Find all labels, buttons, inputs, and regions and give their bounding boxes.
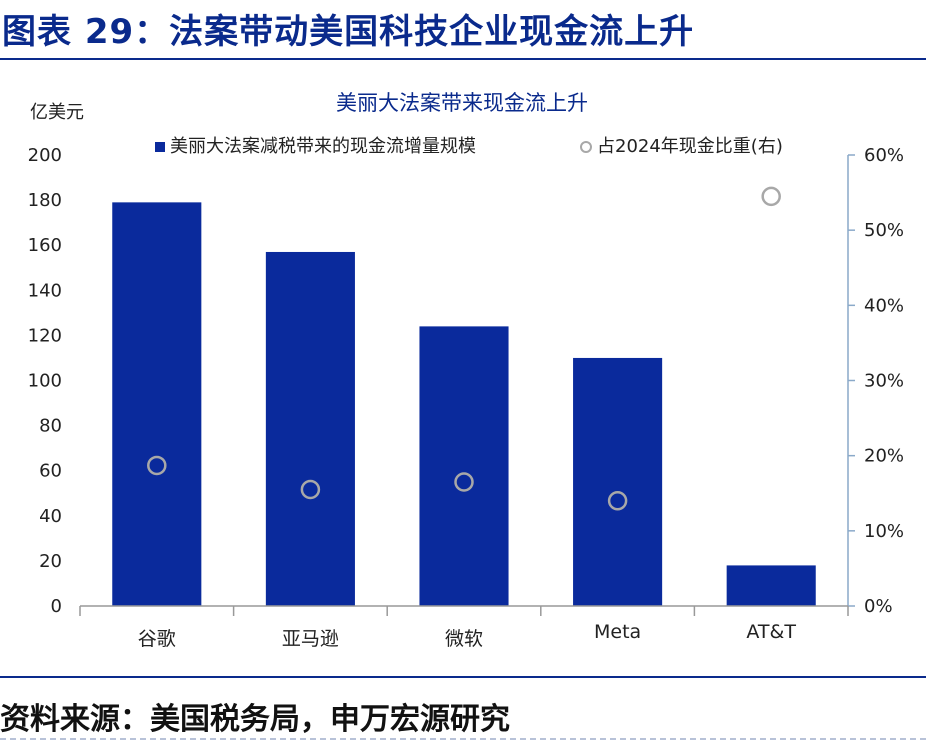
- y-tick-label: 180: [28, 190, 62, 211]
- x-tick-label: Meta: [594, 621, 641, 643]
- y2-tick-label: 60%: [864, 145, 904, 166]
- y-tick-label: 20: [39, 551, 62, 572]
- y-tick-label: 200: [28, 145, 62, 166]
- share-marker-1: [300, 479, 321, 500]
- source-note: 资料来源：美国税务局，申万宏源研究: [0, 702, 510, 737]
- bar-0: [112, 202, 202, 607]
- y-tick-label: 60: [39, 461, 62, 482]
- x-tick-label: 亚马逊: [282, 628, 339, 650]
- bar-2: [419, 326, 509, 606]
- y-tick-label: 80: [39, 416, 62, 437]
- legend-marker-label: 占2024年现金比重(右): [597, 136, 783, 157]
- share-marker-0: [147, 455, 167, 476]
- bars: [112, 202, 816, 607]
- bar-4: [726, 565, 816, 606]
- y-tick-label: 40: [39, 506, 62, 527]
- legend-marker-swatch: [580, 141, 592, 153]
- y-axis-label: 亿美元: [30, 102, 84, 123]
- y2-tick-label: 20%: [864, 446, 904, 467]
- y-tick-label: 160: [28, 235, 62, 256]
- y2-tick-label: 10%: [864, 521, 904, 542]
- chart-title: 美丽大法案带来现金流上升: [336, 91, 588, 115]
- y2-tick-label: 30%: [864, 371, 904, 392]
- share-marker-2: [454, 472, 474, 492]
- share-markers: [147, 186, 781, 511]
- x-tick-label: 微软: [445, 628, 483, 650]
- legend: 美丽大法案减税带来的现金流增量规模 占2024年现金比重(右): [155, 136, 783, 157]
- left-axis-ticks: 0 20 40 60 80 100 120 140 160 180 200: [28, 145, 62, 617]
- figure-title: 图表 29：法案带动美国科技企业现金流上升: [2, 12, 695, 52]
- x-tick-label: 谷歌: [138, 628, 176, 650]
- y-tick-label: 120: [28, 325, 62, 346]
- share-marker-3: [607, 491, 628, 511]
- bar-3: [573, 357, 663, 606]
- top-divider: [0, 58, 926, 60]
- legend-bar-label: 美丽大法案减税带来的现金流增量规模: [170, 136, 476, 157]
- bar-1: [265, 251, 355, 606]
- y-tick-label: 140: [28, 280, 62, 301]
- right-axis: 0% 10% 20% 30% 40% 50% 60%: [847, 145, 904, 617]
- bottom-divider: [0, 676, 926, 678]
- share-marker-4: [761, 186, 781, 207]
- y-tick-label: 100: [28, 371, 62, 392]
- y2-tick-label: 0%: [864, 596, 893, 617]
- x-axis: 谷歌 亚马逊 微软 Meta AT&T: [79, 605, 849, 650]
- x-tick-label: AT&T: [746, 621, 796, 643]
- bar-chart: 美丽大法案带来现金流上升 亿美元 美丽大法案减税带来的现金流增量规模 占2024…: [28, 91, 904, 650]
- legend-bar-swatch: [155, 142, 165, 152]
- footer-dashed-rule: [0, 738, 926, 740]
- y2-tick-label: 40%: [864, 295, 904, 316]
- y2-tick-label: 50%: [864, 220, 904, 241]
- y-tick-label: 0: [51, 596, 62, 617]
